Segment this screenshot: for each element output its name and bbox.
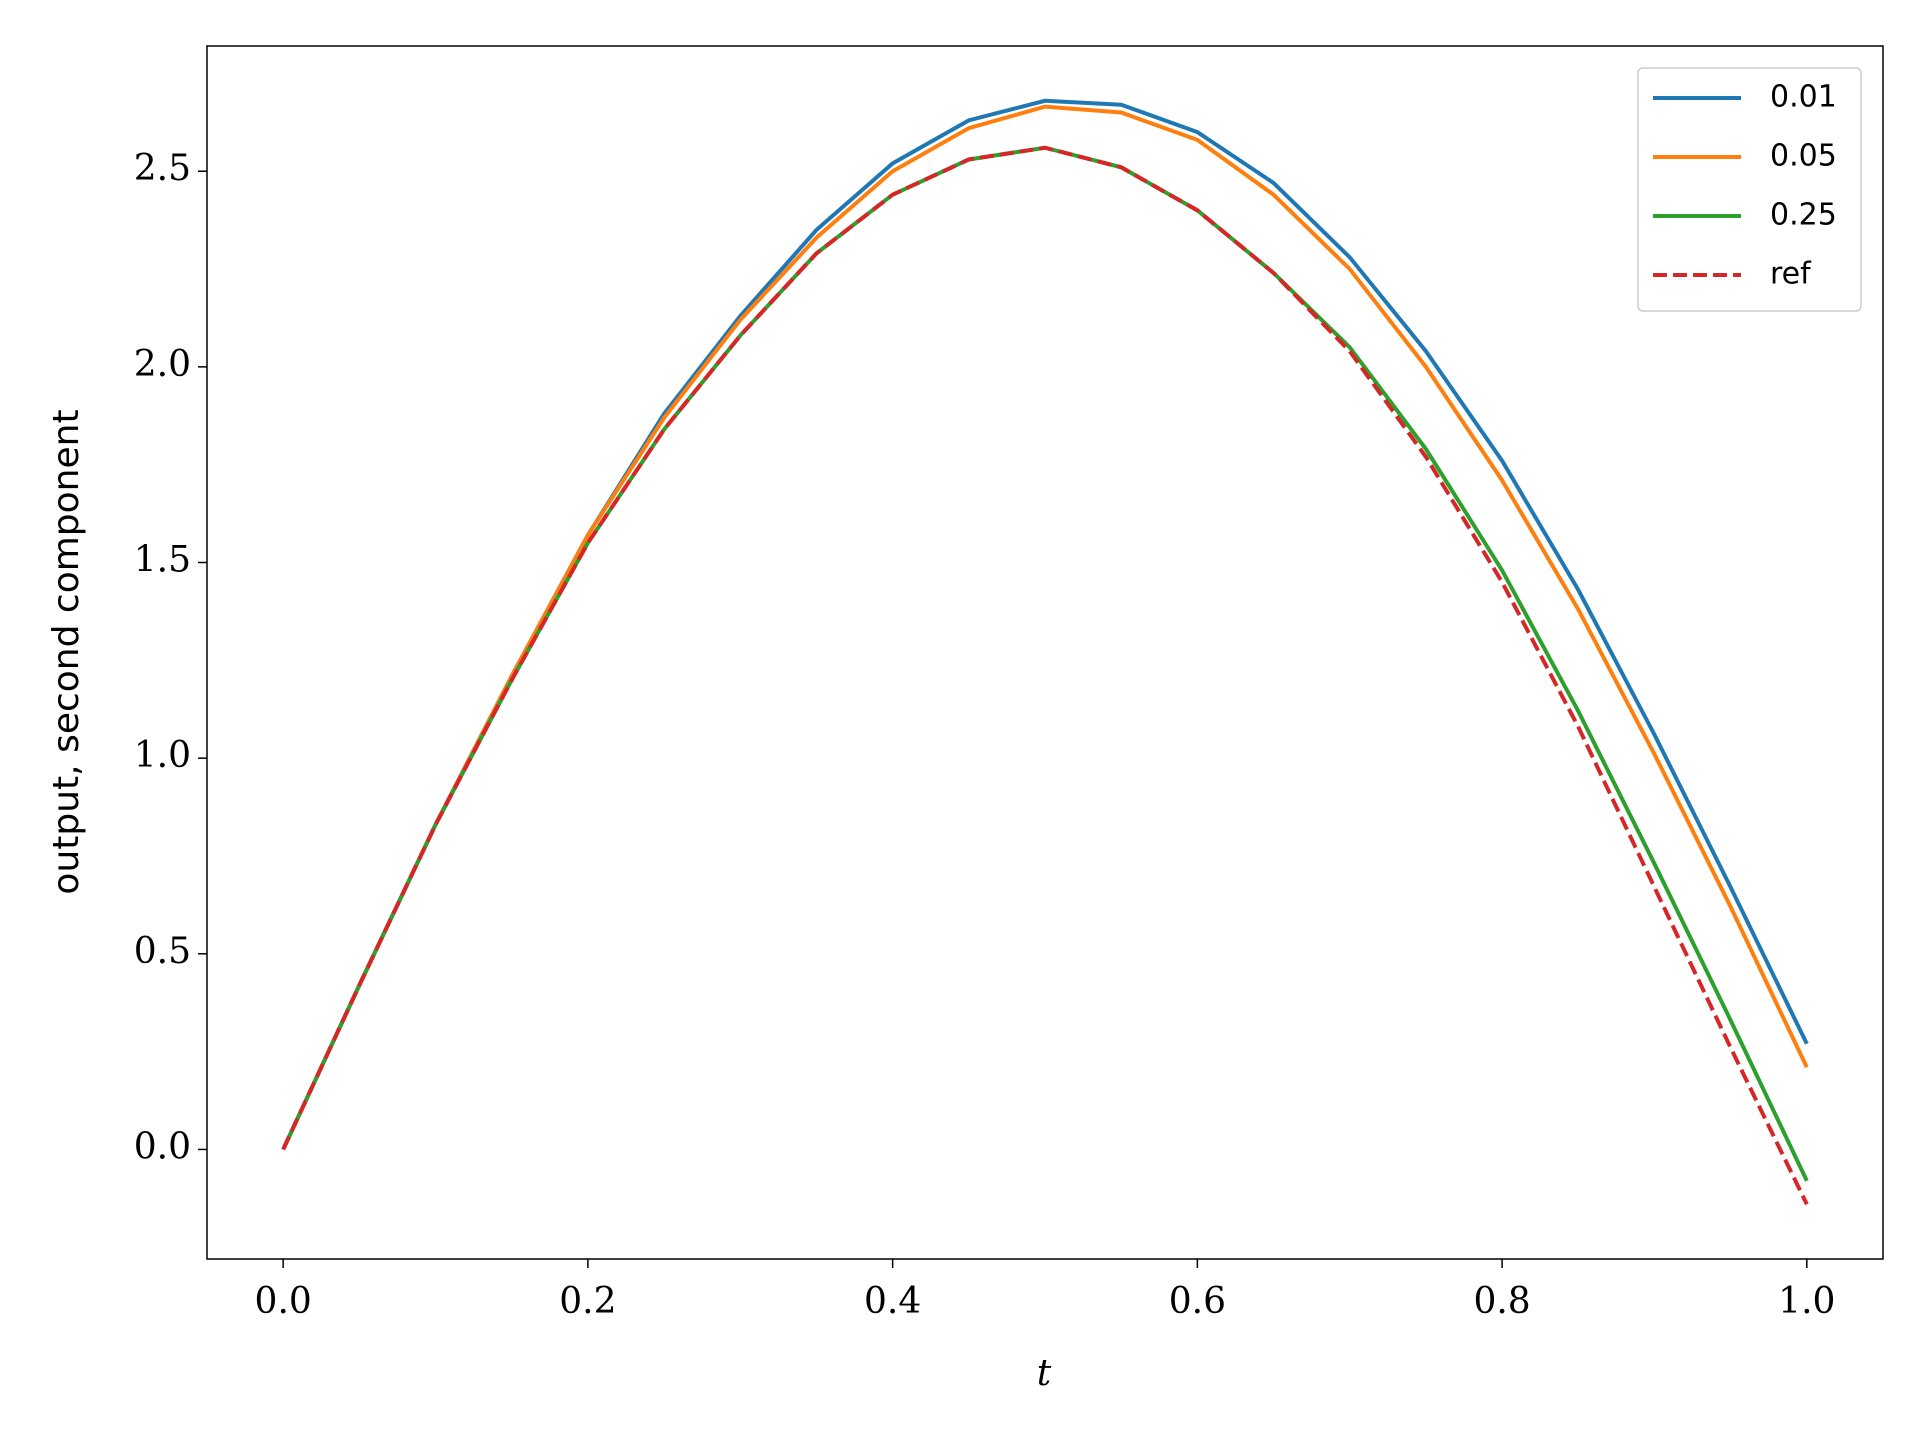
series-line (281, 104, 1809, 1151)
plot-frame (206, 45, 1884, 1260)
series-line (281, 98, 1809, 1151)
legend: 0.01 0.05 0.25 ref (1637, 67, 1862, 312)
y-axis-label: output, second component (46, 409, 87, 894)
x-tick-label: 0.8 (1473, 1281, 1530, 1322)
y-tick-label: 0.5 (134, 931, 191, 972)
x-tick-label: 0.2 (559, 1281, 616, 1322)
x-tick-label: 0.0 (255, 1281, 312, 1322)
series-line (281, 145, 1809, 1182)
legend-frame (1637, 67, 1862, 312)
y-tick-label: 1.5 (134, 540, 191, 581)
legend-label: ref (1770, 257, 1812, 292)
y-tick-label: 2.0 (134, 344, 191, 385)
legend-label: 0.25 (1770, 198, 1837, 233)
y-tick-label: 0.0 (134, 1126, 191, 1167)
series-line (281, 145, 1809, 1206)
x-axis-label: t (1037, 1353, 1052, 1394)
legend-label: 0.05 (1770, 139, 1837, 174)
y-tick-label: 2.5 (134, 148, 191, 189)
x-tick-label: 1.0 (1778, 1281, 1835, 1322)
x-tick-label: 0.4 (864, 1281, 921, 1322)
y-tick-label: 1.0 (134, 735, 191, 776)
legend-label: 0.01 (1770, 80, 1837, 115)
x-tick-label: 0.6 (1169, 1281, 1226, 1322)
